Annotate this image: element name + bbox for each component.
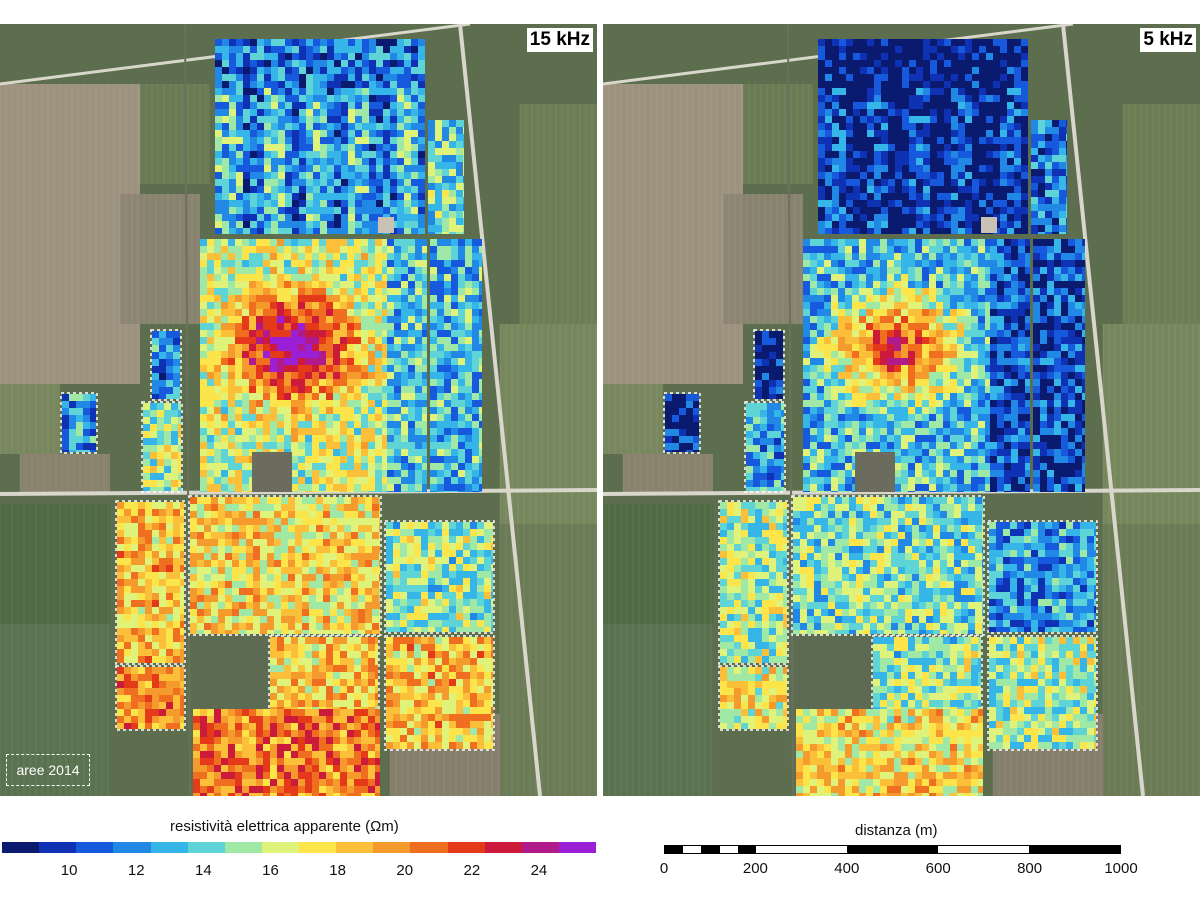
scalebar-tick-label: 400 bbox=[834, 860, 860, 877]
scalebar-title: distanza (m) bbox=[855, 822, 938, 839]
colorbar-swatch bbox=[224, 842, 262, 853]
colorbar-tick-label: 12 bbox=[127, 862, 145, 879]
map-panel-15khz: 15 kHz aree 2014 bbox=[0, 24, 597, 796]
scalebar-tick-label: 1000 bbox=[1104, 860, 1138, 877]
colorbar-tick-label: 24 bbox=[530, 862, 548, 879]
colorbar-swatch bbox=[521, 842, 559, 853]
map-imagery-15khz bbox=[0, 24, 597, 796]
colorbar-swatch bbox=[39, 842, 77, 853]
colorbar-swatch bbox=[150, 842, 188, 853]
colorbar-swatch bbox=[336, 842, 374, 853]
colorbar-tick-label: 22 bbox=[463, 862, 481, 879]
colorbar-swatch bbox=[76, 842, 114, 853]
map-imagery-5khz bbox=[603, 24, 1200, 796]
colorbar-tick-label: 18 bbox=[329, 862, 346, 879]
colorbar-swatch bbox=[410, 842, 448, 853]
colorbar-tick-label: 10 bbox=[60, 862, 78, 879]
colorbar-tick-label: 20 bbox=[396, 862, 414, 879]
colorbar-swatch bbox=[2, 842, 40, 853]
colorbar-swatch bbox=[299, 842, 337, 853]
scalebar bbox=[664, 845, 1121, 854]
colorbar-tick-label: 16 bbox=[262, 862, 279, 879]
map-panel-5khz: 5 kHz bbox=[603, 24, 1200, 796]
colorbar bbox=[2, 842, 596, 853]
frequency-label-5khz: 5 kHz bbox=[1140, 28, 1196, 52]
scalebar-tick-label: 600 bbox=[925, 860, 951, 877]
colorbar-swatch bbox=[261, 842, 299, 853]
colorbar-swatch bbox=[187, 842, 225, 853]
frequency-label-15khz: 15 kHz bbox=[526, 28, 593, 52]
area-legend-label: aree 2014 bbox=[6, 754, 90, 786]
colorbar-swatch bbox=[113, 842, 151, 853]
colorbar-tick-label: 14 bbox=[195, 862, 212, 879]
colorbar-swatch bbox=[447, 842, 485, 853]
colorbar-swatch bbox=[373, 842, 411, 853]
scalebar-tick-label: 200 bbox=[742, 860, 768, 877]
colorbar-swatch bbox=[484, 842, 522, 853]
colorbar-swatch bbox=[558, 842, 596, 853]
colorbar-title: resistività elettrica apparente (Ωm) bbox=[170, 818, 399, 835]
scalebar-tick-label: 0 bbox=[659, 860, 669, 877]
scalebar-tick-label: 800 bbox=[1017, 860, 1043, 877]
